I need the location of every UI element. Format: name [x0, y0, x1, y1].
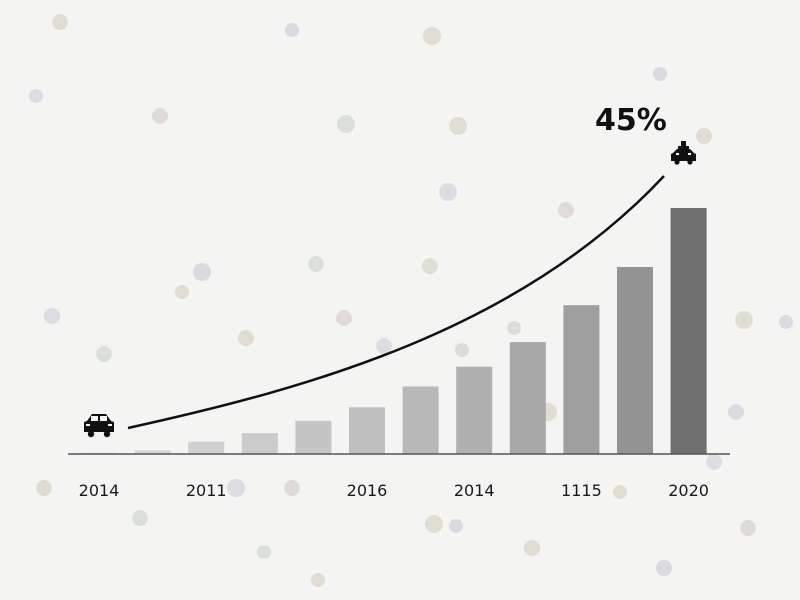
bokeh-dot: [193, 263, 211, 281]
bokeh-dot: [735, 311, 753, 329]
bokeh-dot: [449, 519, 463, 533]
x-tick-label: 2020: [668, 481, 709, 500]
bar: [402, 386, 439, 455]
bokeh-dot: [425, 515, 443, 533]
bokeh-dot: [36, 480, 52, 496]
bokeh-dot: [336, 310, 352, 326]
bokeh-dot: [152, 108, 168, 124]
bar: [670, 208, 707, 454]
bokeh-dot: [653, 67, 667, 81]
x-tick-label: 1115: [561, 481, 602, 500]
bar: [617, 267, 653, 454]
trend-curve: [127, 175, 665, 430]
bokeh-dot: [706, 454, 722, 470]
bars-group: [81, 208, 707, 455]
bar: [241, 433, 278, 454]
bokeh-dot: [507, 321, 521, 335]
bokeh-background: [29, 14, 793, 587]
bokeh-dot: [439, 183, 457, 201]
bokeh-dot: [238, 330, 254, 346]
bar: [349, 407, 385, 454]
bokeh-dot: [132, 510, 148, 526]
bokeh-dot: [740, 520, 756, 536]
bokeh-dot: [728, 404, 744, 420]
bokeh-dot: [175, 285, 189, 299]
x-tick-labels: 2014 2011 2016 2014 1115 2020: [79, 481, 709, 500]
bokeh-dot: [376, 338, 392, 354]
bar: [134, 450, 171, 454]
bokeh-dot: [257, 545, 271, 559]
bokeh-dot: [52, 14, 68, 30]
car-icon: [84, 414, 114, 438]
bokeh-dot: [285, 23, 299, 37]
bar: [563, 305, 600, 454]
bokeh-dot: [449, 117, 467, 135]
bokeh-dot: [779, 315, 793, 329]
bar: [295, 420, 332, 454]
growth-annotation: 45%: [595, 103, 667, 138]
bokeh-dot: [337, 115, 355, 133]
bokeh-dot: [656, 560, 672, 576]
x-tick-label: 2014: [79, 481, 120, 500]
bokeh-dot: [455, 343, 469, 357]
bokeh-dot: [696, 128, 712, 144]
bokeh-dot: [423, 27, 441, 45]
bar: [188, 441, 225, 454]
bokeh-dot: [29, 89, 43, 103]
bokeh-dot: [308, 256, 324, 272]
bokeh-dot: [524, 540, 540, 556]
bokeh-dot: [422, 258, 438, 274]
x-tick-label: 2014: [454, 481, 495, 500]
robot-car-icon: [671, 141, 696, 165]
x-tick-label: 2016: [347, 481, 388, 500]
bokeh-dot: [613, 485, 627, 499]
x-tick-label: 2011: [186, 481, 227, 500]
bokeh-dot: [311, 573, 325, 587]
bokeh-dot: [284, 480, 300, 496]
bokeh-dot: [227, 479, 245, 497]
bokeh-dot: [558, 202, 574, 218]
bokeh-dot: [44, 308, 60, 324]
bar: [456, 366, 493, 454]
bokeh-dot: [96, 346, 112, 362]
bar: [509, 342, 546, 454]
